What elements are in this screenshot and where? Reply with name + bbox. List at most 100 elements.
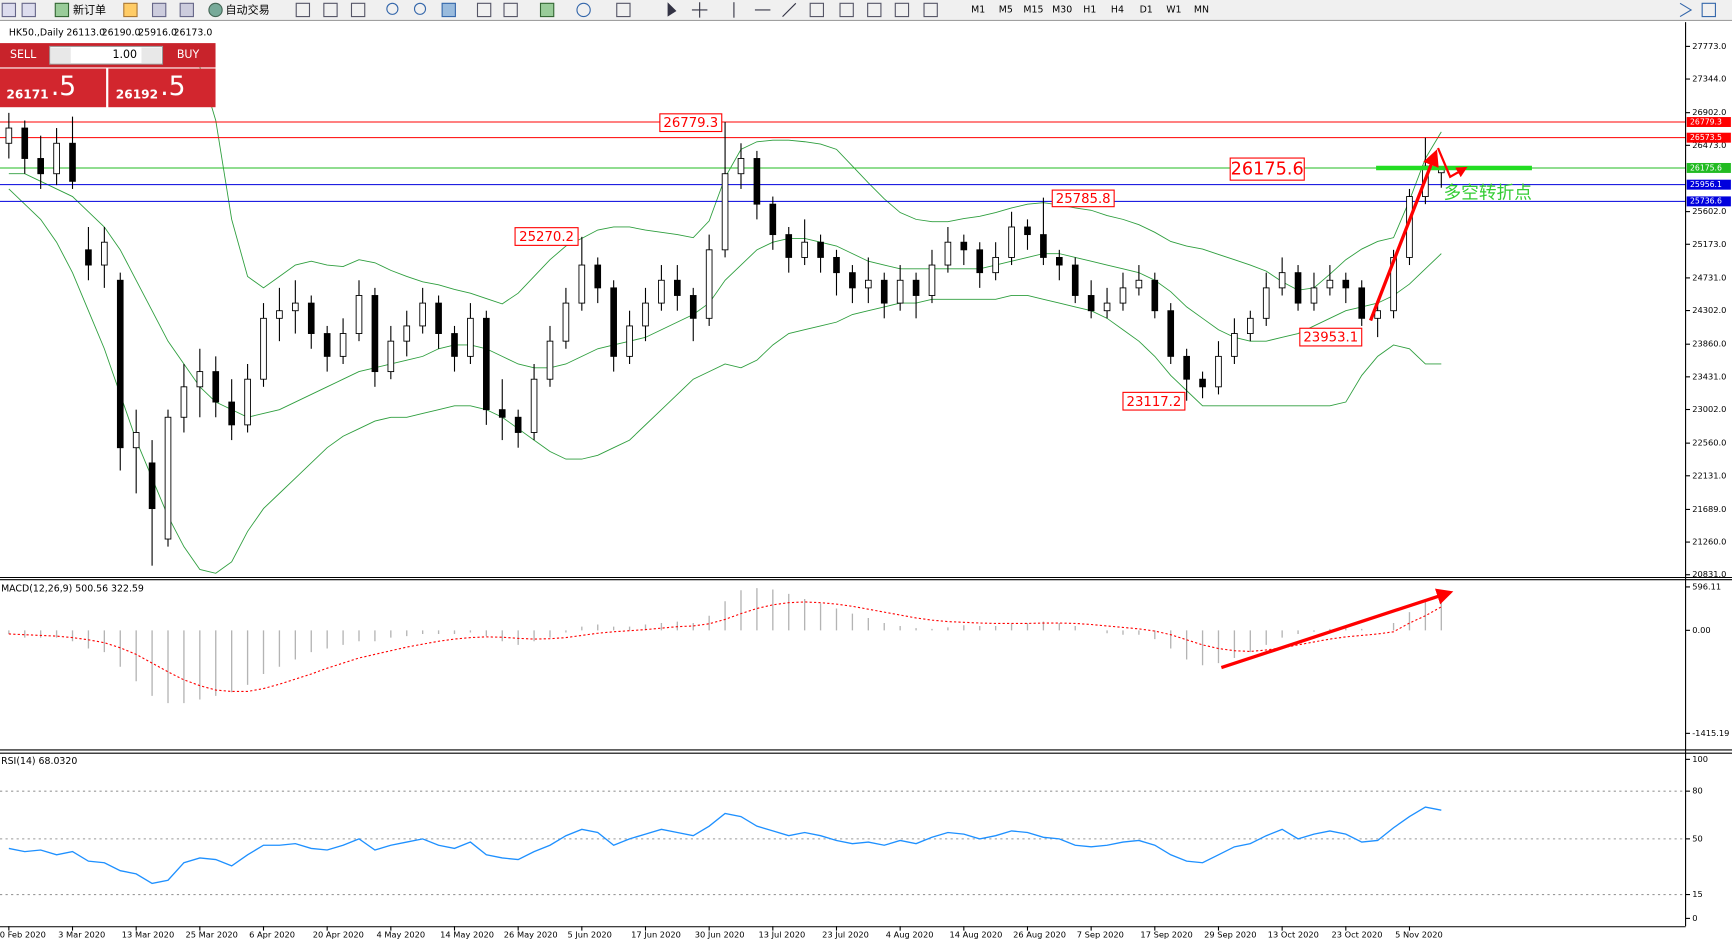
x-tick-label: 26 Aug 2020	[1013, 930, 1066, 940]
candle-body	[419, 302, 426, 327]
macd-plot	[8, 588, 1442, 704]
ohlc-label: 26173.0	[174, 28, 213, 39]
price-plot	[0, 67, 1686, 574]
tool-icon[interactable]	[1, 2, 17, 18]
candle-body	[116, 279, 124, 449]
candle-body	[1199, 378, 1206, 388]
tool-icon[interactable]	[894, 2, 910, 18]
crosshair-tool[interactable]	[691, 2, 708, 18]
auto-trading-button[interactable]: 自动交易	[225, 3, 269, 17]
tool-icon[interactable]	[350, 2, 366, 18]
sell-button[interactable]: SELL	[10, 48, 37, 61]
x-tick-label: 13 Jul 2020	[758, 930, 805, 940]
tool-icon[interactable]	[441, 2, 456, 18]
x-tick-label: 5 Nov 2020	[1395, 930, 1443, 940]
candle-body	[689, 295, 697, 319]
candle-body	[578, 264, 586, 304]
tool-icon[interactable]	[123, 2, 138, 18]
buy-price-box[interactable]	[108, 68, 216, 108]
lot-decrease[interactable]	[50, 47, 71, 63]
tool-icon[interactable]	[476, 2, 492, 18]
price-level-tag	[1686, 132, 1731, 143]
timeframe-button[interactable]: M1	[971, 4, 985, 15]
timeframe-button[interactable]: H4	[1111, 4, 1124, 15]
tool-icon[interactable]	[503, 2, 518, 18]
y-tick-label: 24302.0	[1692, 305, 1726, 315]
toolbar-bg	[0, 0, 1732, 20]
auto-trading-icon[interactable]	[208, 2, 223, 18]
tool-icon[interactable]	[323, 2, 338, 18]
price-level-tag	[1686, 179, 1731, 190]
candle-body	[865, 279, 872, 289]
tool-icon[interactable]	[839, 2, 854, 18]
tool-icon[interactable]	[295, 2, 311, 18]
tool-icon[interactable]	[21, 2, 36, 18]
candle-body	[132, 432, 140, 449]
candle-body	[944, 241, 952, 266]
candle-body	[1008, 226, 1015, 258]
candle-body	[1087, 295, 1095, 312]
timeframe-button[interactable]: M30	[1052, 4, 1072, 15]
annotation: 23953.1	[1303, 331, 1358, 346]
tool-icon[interactable]	[809, 2, 824, 18]
y-tick-label: 23002.0	[1692, 404, 1726, 414]
timeframe-button[interactable]: H1	[1083, 4, 1096, 15]
timeframe-button[interactable]: MN	[1194, 4, 1209, 15]
tool-icon[interactable]	[1701, 2, 1716, 18]
tool-icon[interactable]	[539, 2, 555, 18]
timeframe-button[interactable]: M15	[1023, 4, 1043, 15]
price-level-tag	[1686, 162, 1731, 173]
tool-icon[interactable]	[179, 2, 194, 18]
new-order-button[interactable]: 新订单	[73, 3, 106, 17]
tool-icon[interactable]	[923, 2, 938, 18]
zoom-out[interactable]	[413, 2, 427, 15]
annotation-box	[659, 113, 723, 133]
candle-body	[705, 249, 713, 319]
candle-body	[483, 317, 490, 411]
x-tick-label: 23 Jul 2020	[822, 930, 869, 940]
timeframe-button[interactable]: W1	[1166, 4, 1181, 15]
candle-body	[1135, 279, 1143, 289]
price-level-label: 26779.3	[1690, 117, 1722, 126]
annotation-box	[1229, 157, 1305, 181]
bollinger-band	[199, 67, 1442, 305]
y-tick-label: 27344.0	[1692, 74, 1726, 84]
candle-body	[339, 333, 347, 357]
tool-icon[interactable]	[151, 2, 167, 18]
timeframe-button[interactable]: D1	[1140, 4, 1153, 15]
candle-body	[403, 325, 411, 342]
tool-icon[interactable]	[616, 2, 631, 18]
candle-body	[849, 272, 856, 289]
x-tick-label: 13 Mar 2020	[122, 930, 174, 940]
candle-body	[101, 241, 108, 266]
new-order-icon[interactable]	[54, 2, 70, 18]
tool-icon[interactable]	[867, 2, 882, 18]
sell-price-box[interactable]	[0, 68, 107, 108]
symbol-title: HK50.,Daily	[9, 28, 64, 39]
lot-value: 1.00	[112, 48, 137, 61]
zoom-in[interactable]	[386, 2, 399, 15]
candle-body	[817, 241, 824, 258]
candle-body	[85, 249, 92, 266]
trendline-tool[interactable]	[782, 2, 797, 17]
y-tick-label: 25602.0	[1692, 206, 1726, 216]
tool-icon[interactable]	[576, 2, 591, 18]
lot-input[interactable]	[49, 45, 164, 65]
candle-body	[976, 249, 984, 274]
candle-body	[992, 256, 999, 274]
y-tick-label: 80	[1692, 786, 1703, 796]
cursor-tool[interactable]	[667, 2, 677, 17]
candle-body	[833, 256, 840, 274]
y-tick-label: 22560.0	[1692, 438, 1726, 448]
timeframe-button[interactable]: M5	[999, 4, 1013, 15]
buy-button[interactable]: BUY	[177, 48, 200, 61]
candle-body	[21, 127, 29, 159]
candle-body	[753, 158, 761, 205]
x-tick-label: 13 Oct 2020	[1268, 930, 1319, 940]
bid-price: 26171	[6, 88, 48, 102]
toolbar: 新订单 自动交易 M1 M5 M15 M30 H1 H4 D1 W1 MN	[0, 0, 1732, 21]
lot-increase[interactable]	[141, 47, 162, 63]
candle-body	[355, 295, 363, 334]
search-icon[interactable]	[1679, 2, 1693, 18]
y-tick-label: 21260.0	[1692, 537, 1726, 547]
